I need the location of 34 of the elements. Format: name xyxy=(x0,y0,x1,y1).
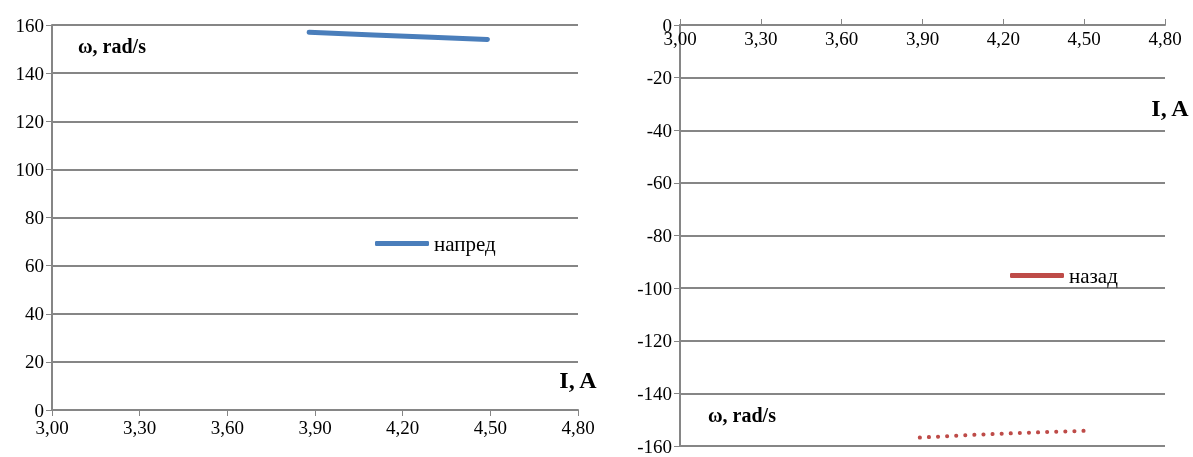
x-tick-label: 4,20 xyxy=(386,417,420,438)
x-tick-label: 4,50 xyxy=(473,417,507,438)
x-tick-label: 4,20 xyxy=(986,28,1020,49)
x-tick-label: 3,90 xyxy=(905,28,940,49)
x-axis-title: I, A xyxy=(559,367,598,393)
legend-label: назад xyxy=(1069,263,1119,288)
x-tick-label: 3,30 xyxy=(123,417,157,438)
x-tick-label: 4,80 xyxy=(561,417,595,438)
x-tick-label: 4,50 xyxy=(1067,28,1101,49)
y-axis-title: ω, rad/s xyxy=(708,404,777,426)
x-tick-label: 3,90 xyxy=(298,417,332,438)
y-tick-label: -20 xyxy=(646,67,672,89)
y-tick-label: -120 xyxy=(637,330,672,352)
y-tick-label: -40 xyxy=(646,119,672,141)
x-tick-label: 3,60 xyxy=(210,417,244,438)
x-tick-label: 4,80 xyxy=(1148,28,1182,49)
y-tick-label: 40 xyxy=(25,303,44,325)
y-tick-label: 60 xyxy=(25,255,44,277)
y-tick-label: -100 xyxy=(637,277,672,299)
y-tick-label: -160 xyxy=(637,435,672,457)
legend-label: напред xyxy=(434,231,497,256)
y-tick-label: -140 xyxy=(637,382,672,404)
y-tick-label: 120 xyxy=(15,110,44,132)
y-axis-title: ω, rad/s xyxy=(78,35,147,57)
y-tick-label: 160 xyxy=(15,14,44,36)
y-tick-label: 100 xyxy=(15,158,44,180)
y-tick-label: 140 xyxy=(15,62,44,84)
y-tick-label: 20 xyxy=(25,351,44,373)
y-tick-label: -60 xyxy=(646,172,672,194)
x-tick-label: 3,30 xyxy=(744,28,778,49)
y-tick-label: 80 xyxy=(25,207,44,228)
x-tick-label: 3,60 xyxy=(825,28,859,49)
y-tick-label: -80 xyxy=(646,225,672,246)
x-axis-title: I, A xyxy=(1151,95,1190,121)
